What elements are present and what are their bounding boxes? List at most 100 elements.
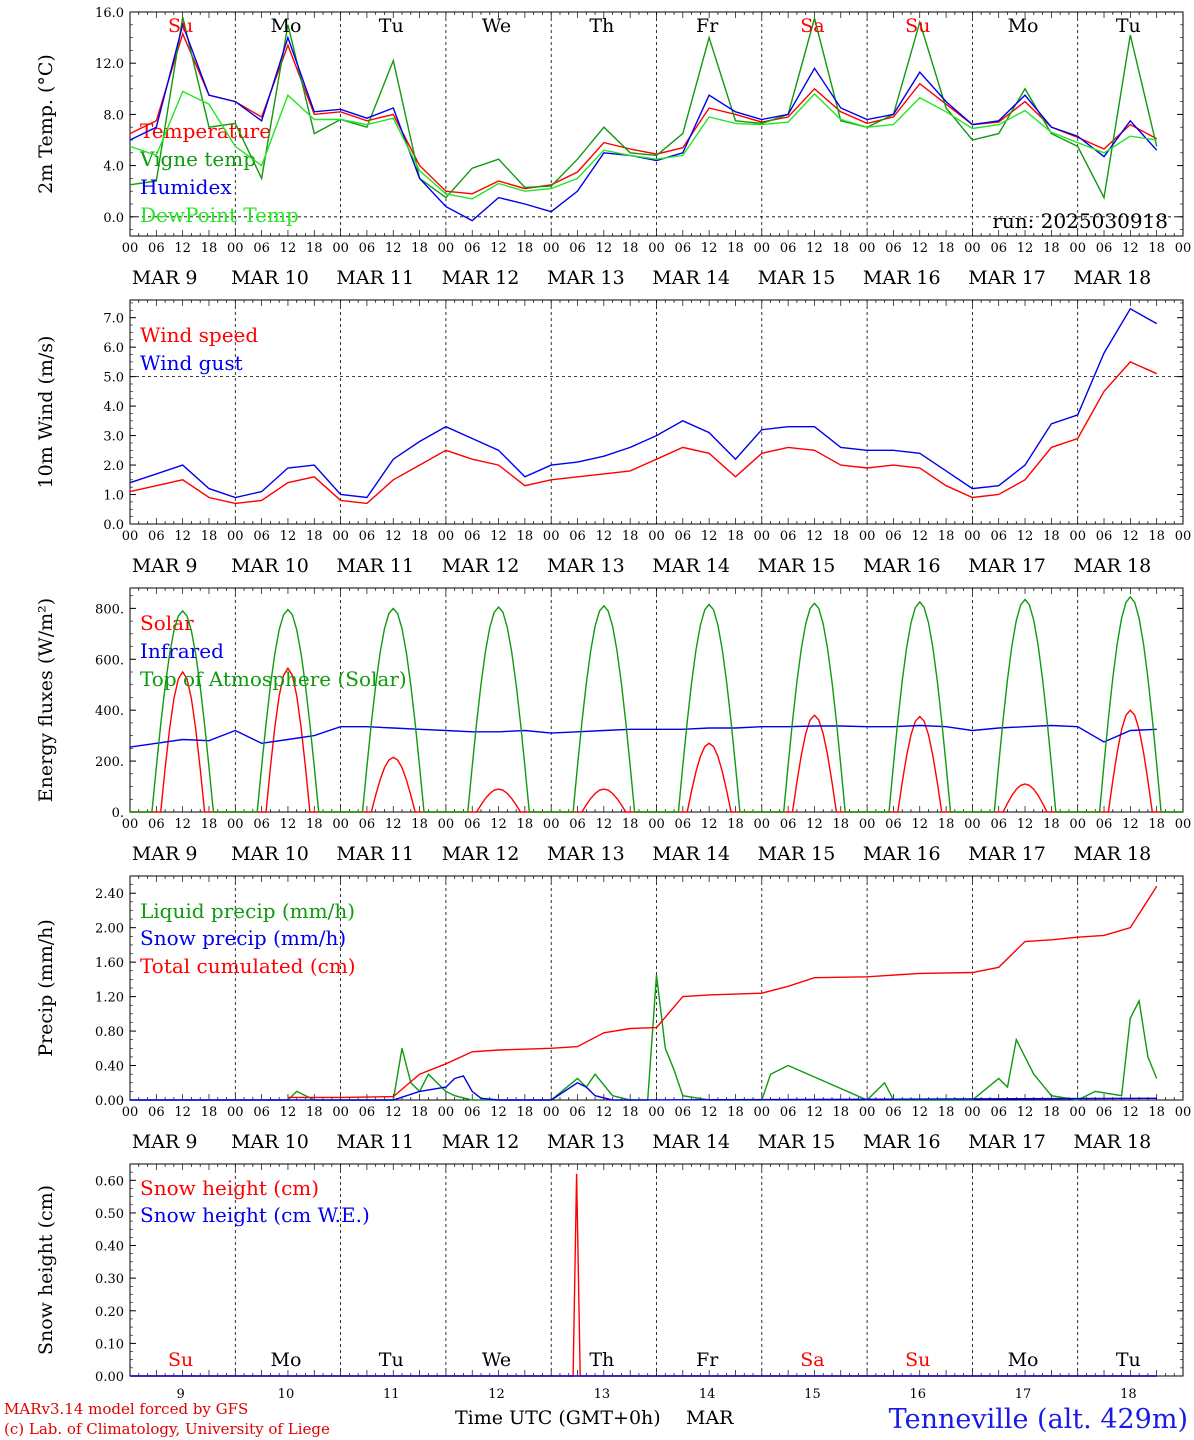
x-hour-label: 06 (675, 817, 692, 832)
x-hour-label: 18 (833, 241, 850, 256)
legend-entry: Snow precip (mm/h) (140, 926, 346, 950)
x-hour-label: 00 (964, 817, 981, 832)
legend-entry: Snow height (cm W.E.) (140, 1203, 370, 1227)
y-tick-label: 0.50 (95, 1207, 124, 1222)
x-hour-label: 18 (938, 529, 955, 544)
series-line-wind-gust (129, 307, 1158, 499)
x-date-label: MAR 16 (863, 1131, 941, 1153)
x-hour-label: 00 (122, 817, 139, 832)
x-hour-label: 18 (1148, 529, 1165, 544)
panel-1: 0.0 4.0 8.0 12.0 16.0 2m Temp. (°C) Temperatur… (35, 6, 1191, 289)
y-tick-label: 1.60 (95, 956, 124, 971)
x-hour-label: 12 (596, 817, 613, 832)
x-hour-label: 00 (122, 1105, 139, 1120)
footer: MARv3.14 model forced by GFS (c) Lab. of… (4, 1400, 1188, 1438)
x-hour-label: 00 (648, 241, 665, 256)
day-number: 15 (804, 1387, 821, 1402)
x-hour-label: 12 (701, 241, 718, 256)
legend-entry: Wind gust (140, 351, 243, 375)
x-hour-label: 06 (1096, 241, 1113, 256)
y-tick-label: 6.0 (103, 341, 124, 356)
x-hour-label: 12 (596, 241, 613, 256)
x-hour-label: 12 (174, 1105, 191, 1120)
x-hour-label: 18 (727, 529, 744, 544)
x-hour-label: 06 (780, 529, 797, 544)
x-date-label: MAR 13 (547, 843, 625, 865)
x-hour-label: 12 (701, 1105, 718, 1120)
x-hour-label: 18 (622, 1105, 639, 1120)
x-hour-label: 18 (306, 241, 323, 256)
x-hour-label: 06 (780, 1105, 797, 1120)
x-date-label: MAR 9 (132, 843, 198, 865)
y-tick-label: 1.0 (103, 489, 124, 504)
x-date-label: MAR 17 (968, 1131, 1046, 1153)
x-hour-label: 12 (1122, 241, 1139, 256)
x-hour-label: 00 (859, 241, 876, 256)
y-tick-label: 7.0 (103, 312, 124, 327)
x-hour-label: 12 (490, 1105, 507, 1120)
x-hour-label: 18 (622, 529, 639, 544)
x-hour-label: 00 (1175, 241, 1192, 256)
x-hour-label: 12 (174, 817, 191, 832)
x-date-label: MAR 16 (863, 267, 941, 289)
x-hour-label: 06 (1096, 817, 1113, 832)
x-hour-label: 18 (833, 817, 850, 832)
x-date-label: MAR 12 (442, 843, 520, 865)
panel-4: 0.00 0.40 0.80 1.20 1.60 2.00 2.40 Precip (mm/h… (35, 875, 1191, 1153)
x-hour-label: 00 (227, 241, 244, 256)
x-hour-label: 18 (306, 1105, 323, 1120)
panel-5: 0.00 0.10 0.20 0.30 0.40 0.50 0.60 Snow height … (35, 1163, 1184, 1402)
x-hour-label: 00 (332, 529, 349, 544)
x-hour-label: 00 (438, 529, 455, 544)
x-hour-label: 06 (359, 529, 376, 544)
day-number: 9 (177, 1387, 185, 1402)
y-tick-label: 0.20 (95, 1305, 124, 1320)
x-hour-label: 12 (385, 529, 402, 544)
x-hour-label: 06 (569, 1105, 586, 1120)
day-number: 10 (278, 1387, 295, 1402)
x-hour-label: 06 (464, 529, 481, 544)
y-tick-label: 0.0 (103, 518, 124, 533)
x-date-label: MAR 17 (968, 555, 1046, 577)
x-hour-label: 06 (253, 241, 270, 256)
x-hour-label: 06 (569, 241, 586, 256)
x-hour-label: 12 (280, 241, 297, 256)
x-hour-label: 12 (701, 529, 718, 544)
x-hour-label: 00 (754, 529, 771, 544)
y-tick-label: 12.0 (95, 57, 124, 72)
y-tick-label: 600. (95, 653, 124, 668)
x-hour-label: 00 (332, 817, 349, 832)
x-hour-label: 00 (754, 1105, 771, 1120)
x-hour-label: 06 (148, 241, 165, 256)
y-tick-label: 0.00 (95, 1370, 124, 1385)
x-hour-label: 00 (332, 241, 349, 256)
legend-entry: DewPoint Temp (140, 203, 299, 227)
x-hour-label: 18 (411, 817, 428, 832)
y-tick-label: 4.0 (103, 160, 124, 175)
x-hour-label: 06 (675, 241, 692, 256)
series-line-dewpoint-temp (129, 90, 1157, 200)
y-tick-label: 0.40 (95, 1060, 124, 1075)
x-hour-label: 06 (359, 817, 376, 832)
x-hour-label: 00 (1069, 529, 1086, 544)
day-name: Su (905, 1349, 930, 1371)
model-credit: MARv3.14 model forced by GFS (4, 1400, 248, 1418)
day-number: 12 (488, 1387, 505, 1402)
series-line-liquid-precip-mm-h- (130, 975, 1158, 1101)
x-axis-month: MAR (686, 1407, 734, 1429)
day-name: Sa (800, 15, 824, 37)
legend-entry: Humidex (140, 175, 232, 199)
x-hour-label: 12 (1017, 817, 1034, 832)
x-hour-label: 12 (490, 817, 507, 832)
x-hour-label: 18 (517, 241, 534, 256)
x-hour-label: 06 (359, 1105, 376, 1120)
x-date-label: MAR 15 (758, 1131, 836, 1153)
y-tick-label: 4.0 (103, 400, 124, 415)
y-axis-label: 10m Wind (m/s) (35, 336, 57, 489)
x-hour-label: 00 (648, 529, 665, 544)
x-hour-label: 00 (1069, 817, 1086, 832)
x-date-label: MAR 9 (132, 1131, 198, 1153)
day-name: Mo (270, 1349, 301, 1371)
x-hour-label: 12 (806, 241, 823, 256)
x-hour-label: 06 (1096, 529, 1113, 544)
